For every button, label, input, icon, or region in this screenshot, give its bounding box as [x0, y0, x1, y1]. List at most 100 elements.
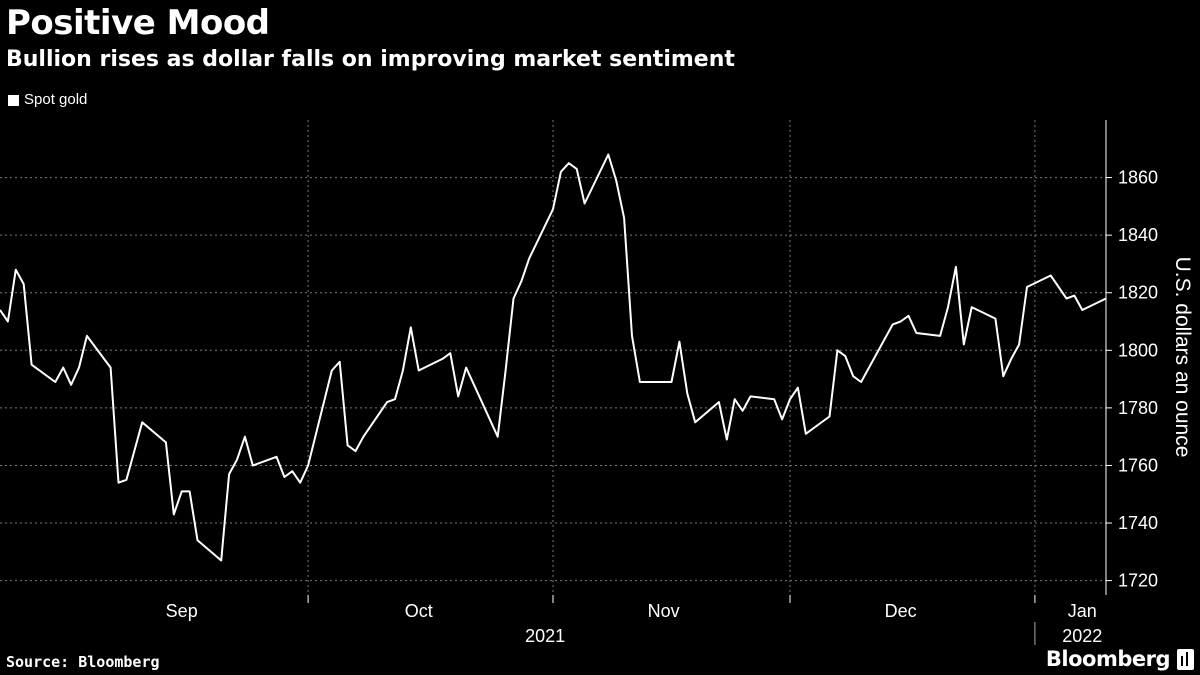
data-point	[1010, 358, 1012, 360]
data-point	[220, 560, 222, 562]
data-point	[362, 436, 364, 438]
data-point	[663, 381, 665, 383]
series-line-spot-gold	[0, 153, 1107, 562]
data-point	[228, 473, 230, 475]
data-point	[781, 418, 783, 420]
data-point	[62, 367, 64, 369]
data-point	[173, 513, 175, 515]
data-point	[900, 321, 902, 323]
data-point	[449, 352, 451, 354]
data-point	[355, 450, 357, 452]
data-point	[971, 306, 973, 308]
data-point	[1081, 309, 1083, 311]
y-tick-label: 1860	[1118, 168, 1158, 188]
data-point	[1105, 298, 1107, 300]
data-point	[299, 482, 301, 484]
data-point	[31, 364, 33, 366]
data-point	[726, 439, 728, 441]
year-label: 2022	[1062, 626, 1102, 646]
data-point	[441, 358, 443, 360]
x-tick-label: Sep	[166, 601, 198, 621]
data-point	[718, 401, 720, 403]
data-point	[908, 315, 910, 317]
data-point	[678, 341, 680, 343]
x-tick-label: Jan	[1068, 601, 1097, 621]
data-point	[852, 375, 854, 377]
data-point	[165, 441, 167, 443]
y-tick-label: 1720	[1118, 571, 1158, 591]
data-point	[1058, 286, 1060, 288]
bloomberg-logo: Bloomberg	[1045, 647, 1171, 671]
data-point	[78, 367, 80, 369]
data-point	[244, 436, 246, 438]
data-point	[86, 335, 88, 337]
data-point	[836, 349, 838, 351]
data-point	[939, 335, 941, 337]
data-point	[1018, 344, 1020, 346]
data-point	[505, 370, 507, 372]
data-point	[994, 318, 996, 320]
data-point	[623, 217, 625, 219]
data-point	[181, 490, 183, 492]
year-label: 2021	[525, 626, 565, 646]
bloomberg-icon	[1177, 649, 1194, 670]
data-point	[307, 465, 309, 467]
data-point	[197, 539, 199, 541]
data-point	[963, 344, 965, 346]
data-point	[133, 450, 135, 452]
data-point	[789, 398, 791, 400]
data-point	[23, 283, 25, 285]
data-point	[686, 393, 688, 395]
y-tick-label: 1740	[1118, 513, 1158, 533]
data-point	[418, 370, 420, 372]
data-point	[742, 410, 744, 412]
data-point	[291, 470, 293, 472]
data-point	[955, 266, 957, 268]
data-point	[497, 436, 499, 438]
data-point	[884, 338, 886, 340]
legend-label-spot-gold: Spot gold	[24, 91, 88, 108]
data-point	[915, 332, 917, 334]
data-point	[576, 168, 578, 170]
chart-title: Positive Mood	[6, 3, 270, 43]
y-tick-label: 1780	[1118, 398, 1158, 418]
data-point	[829, 416, 831, 418]
data-point	[386, 401, 388, 403]
data-point	[252, 465, 254, 467]
data-point	[734, 398, 736, 400]
data-point	[1073, 295, 1075, 297]
y-axis-label: U.S. dollars an ounce	[1171, 257, 1194, 458]
data-point	[236, 459, 238, 461]
data-point	[465, 367, 467, 369]
data-point	[560, 171, 562, 173]
data-point	[15, 269, 17, 271]
data-point	[1002, 375, 1004, 377]
data-point	[552, 208, 554, 210]
y-tick-label: 1800	[1118, 340, 1158, 360]
data-point	[1050, 275, 1052, 277]
data-point	[110, 367, 112, 369]
data-point	[70, 384, 72, 386]
data-point	[797, 387, 799, 389]
data-point	[584, 203, 586, 205]
data-point	[189, 490, 191, 492]
data-point	[473, 384, 475, 386]
data-point	[394, 398, 396, 400]
data-point	[457, 395, 459, 397]
x-tick-label: Nov	[648, 601, 680, 621]
data-point	[513, 298, 515, 300]
data-point	[568, 162, 570, 164]
data-point	[1026, 286, 1028, 288]
data-point	[339, 361, 341, 363]
data-point	[694, 421, 696, 423]
data-point	[118, 482, 120, 484]
data-point	[631, 335, 633, 337]
data-point	[607, 154, 609, 156]
data-point	[671, 381, 673, 383]
data-point	[528, 257, 530, 259]
data-point	[276, 456, 278, 458]
x-tick-label: Dec	[885, 601, 917, 621]
data-point	[7, 321, 9, 323]
data-point	[860, 381, 862, 383]
